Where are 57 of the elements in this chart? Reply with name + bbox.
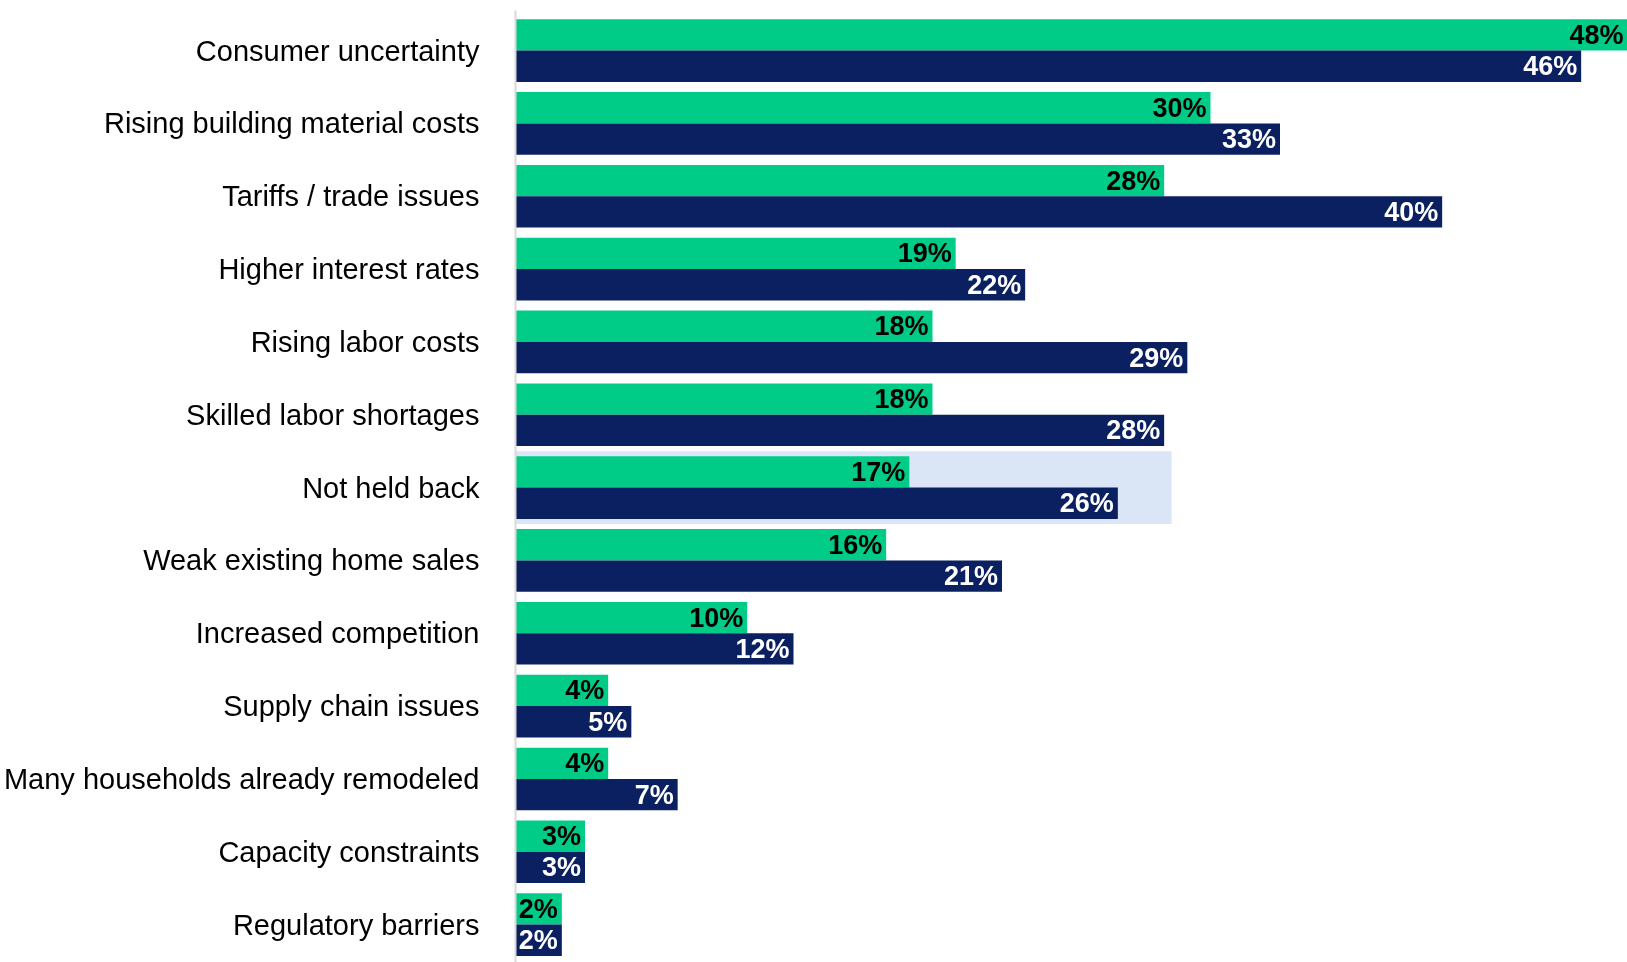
data-label: 48% (1569, 19, 1624, 50)
bar (515, 529, 887, 561)
y-tick-label: Rising building material costs (103, 107, 480, 140)
bar (515, 633, 794, 665)
data-label: 3% (541, 821, 582, 852)
y-tick-label: Capacity constraints (218, 835, 480, 868)
data-label: 4% (565, 675, 605, 706)
data-label: 46% (1523, 51, 1578, 82)
data-label: 12% (735, 633, 790, 664)
bar (515, 269, 1026, 301)
data-label: 2% (518, 893, 558, 924)
data-label: 21% (943, 561, 999, 592)
bar (515, 19, 1627, 51)
y-tick-label: Not held back (302, 471, 480, 504)
y-tick-label: Rising labor costs (250, 325, 480, 358)
y-tick-label: Many households already remodeled (3, 762, 480, 795)
data-label: 18% (874, 311, 929, 342)
bar (515, 383, 933, 415)
bar (515, 50, 1582, 82)
bar (515, 341, 1188, 374)
bar (515, 196, 1443, 228)
bar (515, 778, 678, 811)
bar (515, 164, 1165, 197)
bar (515, 123, 1280, 155)
y-tick-label: Supply chain issues (223, 690, 480, 723)
y-tick-label: Tariffs / trade issues (222, 180, 480, 213)
data-label: 10% (689, 602, 744, 633)
y-tick-label: Increased competition (195, 617, 480, 650)
data-label: 17% (851, 456, 906, 487)
bar (515, 601, 748, 634)
bar (515, 310, 933, 342)
data-label: 3% (541, 852, 582, 883)
data-label: 28% (1106, 415, 1161, 446)
data-label: 28% (1106, 165, 1161, 196)
y-tick-label: Skilled labor shortages (186, 398, 480, 431)
data-label: 22% (967, 269, 1022, 300)
bar (515, 560, 1002, 592)
data-label: 18% (874, 384, 929, 415)
data-label: 30% (1152, 92, 1207, 123)
bar (515, 92, 1211, 124)
data-label: 16% (828, 529, 883, 560)
data-label: 19% (897, 238, 952, 269)
y-tick-label: Weak existing home sales (143, 544, 480, 577)
data-label: 2% (518, 925, 558, 956)
data-label: 26% (1059, 488, 1114, 519)
bar (515, 237, 956, 270)
data-label: 4% (565, 748, 605, 779)
y-tick-label: Higher interest rates (218, 253, 480, 286)
data-label: 33% (1221, 124, 1277, 155)
data-label: 40% (1384, 196, 1439, 227)
bar (515, 456, 910, 488)
bar (515, 414, 1165, 447)
y-tick-label: Consumer uncertainty (195, 34, 480, 67)
data-label: 7% (634, 779, 674, 810)
data-label: 29% (1129, 342, 1184, 373)
y-tick-label: Regulatory barriers (232, 908, 480, 941)
data-label: 5% (588, 706, 628, 737)
